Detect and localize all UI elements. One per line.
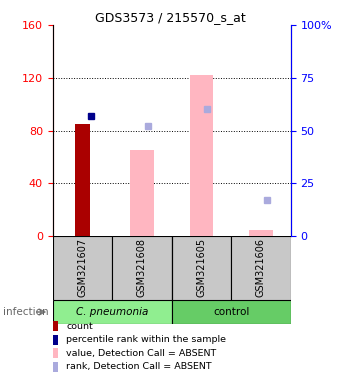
Text: GSM321606: GSM321606 xyxy=(256,238,266,297)
Text: GSM321607: GSM321607 xyxy=(78,238,87,297)
Bar xyxy=(249,230,273,236)
Bar xyxy=(112,236,172,300)
Text: GSM321605: GSM321605 xyxy=(197,238,206,297)
Text: rank, Detection Call = ABSENT: rank, Detection Call = ABSENT xyxy=(66,362,212,371)
Bar xyxy=(53,300,172,324)
Bar xyxy=(190,75,214,236)
Bar xyxy=(53,236,112,300)
Bar xyxy=(172,236,231,300)
Bar xyxy=(130,151,154,236)
Text: percentile rank within the sample: percentile rank within the sample xyxy=(66,335,226,344)
Text: infection: infection xyxy=(3,307,49,317)
Text: count: count xyxy=(66,322,93,331)
Text: control: control xyxy=(213,307,249,317)
Bar xyxy=(75,124,90,236)
Bar xyxy=(172,300,291,324)
Text: GSM321608: GSM321608 xyxy=(137,238,147,297)
Text: C. pneumonia: C. pneumonia xyxy=(76,307,148,317)
Text: GDS3573 / 215570_s_at: GDS3573 / 215570_s_at xyxy=(95,11,245,24)
Text: value, Detection Call = ABSENT: value, Detection Call = ABSENT xyxy=(66,349,217,358)
Bar xyxy=(231,236,291,300)
